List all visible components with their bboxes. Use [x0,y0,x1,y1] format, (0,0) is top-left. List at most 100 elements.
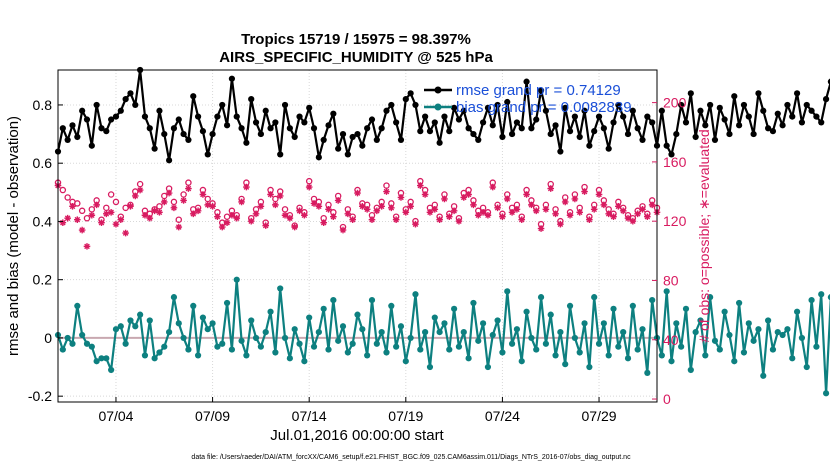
rmse-point [252,119,260,126]
rmse-point [595,113,603,120]
obs-evaluated-point [402,208,410,216]
obs-evaluated-point [605,210,612,218]
bias-point [542,340,549,347]
bias-point [339,323,347,330]
bias-point [199,314,207,321]
rmse-point [668,151,675,158]
bias-point [354,311,361,318]
rmse-point [69,122,76,129]
rmse-point [93,101,100,109]
bias-point [769,346,777,353]
bias-point [827,294,830,301]
bias-point [161,343,168,350]
obs-evaluated-point [528,201,535,209]
bias-point [711,337,719,344]
bias-point [286,355,293,362]
obs-evaluated-point [286,214,294,222]
bias-point [779,331,786,339]
rmse-point [228,75,236,82]
rmse-point [277,151,284,158]
bias-point [620,329,627,336]
footer-data-file: data file: /Users/raeder/DAI/ATM_forcXX/… [191,454,631,461]
bias-point [446,346,453,353]
obs-possible-markers [54,177,661,231]
chart-title-line2: AIRS_SPECIFIC_HUMIDITY @ 525 hPa [219,49,493,66]
rmse-point [494,101,501,109]
bias-point [69,340,76,347]
rmse-point [470,130,477,138]
obs-evaluated-point [416,182,424,189]
rmse-point [707,101,714,109]
rmse-point [571,113,578,120]
y-left-tick-label: 0.6 [33,155,53,171]
bias-point [479,320,487,327]
rmse-point [79,107,86,114]
bias-point [422,329,429,336]
rmse-point [122,96,129,103]
rmse-point [108,116,115,123]
bias-point [117,323,124,330]
rmse-point [214,113,221,120]
bias-point [64,334,71,342]
obs-evaluated-point [431,206,439,213]
rmse-point [320,136,327,143]
obs-evaluated-point [484,211,492,219]
obs-evaluated-point [117,216,125,223]
rmse-point [272,119,279,126]
obs-evaluated-point [421,191,429,198]
obs-evaluated-point [634,210,641,218]
obs-possible-point [103,204,110,212]
obs-evaluated-point [373,207,381,215]
rmse-point [412,101,419,109]
bias-point [484,363,492,371]
bias-point [214,343,221,350]
bias-point [678,343,685,350]
rmse-series [54,66,830,164]
bias-point [634,346,641,353]
bias-point [528,334,535,342]
obs-evaluated-point [214,213,221,221]
rmse-point [484,104,492,111]
obs-evaluated-point [344,210,352,218]
rmse-point [296,113,303,120]
bias-point [315,329,322,336]
rmse-point [204,151,211,158]
obs-evaluated-point [180,197,187,204]
rmse-point [180,130,187,138]
rmse-point [446,128,453,135]
bias-point [649,296,656,304]
rmse-point [508,130,516,138]
rmse-point [769,128,777,135]
obs-evaluated-point [334,197,342,204]
bias-point [726,331,733,339]
bias-point [460,329,467,336]
rmse-point [745,113,752,120]
bias-point [760,372,767,379]
bias-point [103,355,110,362]
rmse-point [740,101,748,109]
y-axis-label-right: # of obs: o=possible; ∗=evaluated [696,129,712,342]
rmse-point [465,125,472,132]
bias-point [557,329,564,336]
obs-evaluated-point [281,211,289,219]
y-left-tick-label: 0.4 [33,213,53,229]
bias-point [513,326,521,333]
obs-evaluated-point [600,201,608,209]
rmse-point [170,125,178,132]
obs-possible-point [161,192,168,200]
rmse-point [504,98,511,106]
bias-point [325,346,332,353]
obs-evaluated-point [131,192,139,200]
bias-point [228,346,236,353]
rmse-point [682,119,690,126]
bias-point [344,349,351,356]
bias-point [431,314,438,321]
rmse-point [663,142,670,149]
bias-point [451,305,458,312]
bias-point [122,340,129,347]
obs-possible-point [272,195,279,203]
obs-evaluated-point [436,216,443,223]
rmse-point [431,119,438,126]
bias-point [417,346,424,353]
obs-evaluated-point [619,207,627,215]
